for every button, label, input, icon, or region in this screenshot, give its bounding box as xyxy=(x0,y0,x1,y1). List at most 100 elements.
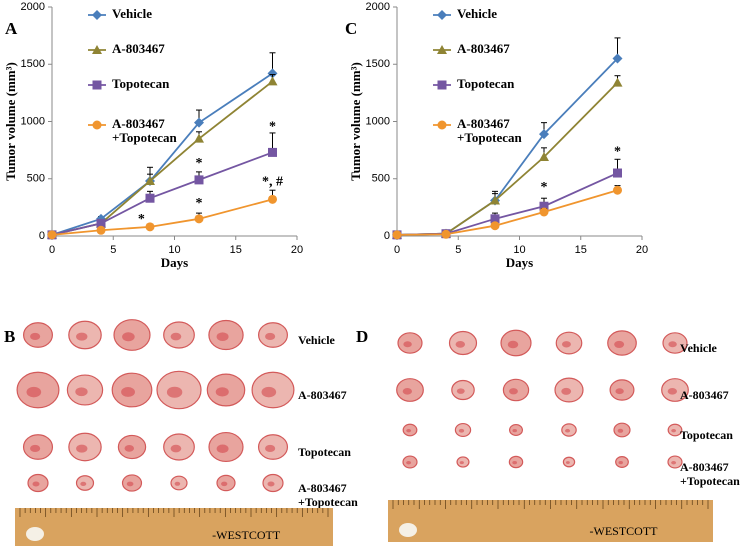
tumor-spot xyxy=(561,387,572,395)
marker xyxy=(539,207,549,217)
marker xyxy=(96,218,106,228)
panel-label: C xyxy=(345,19,357,38)
ruler-brand: -WESTCOTT xyxy=(212,528,281,542)
marker xyxy=(613,168,622,178)
ruler-logo xyxy=(399,523,417,537)
marker xyxy=(612,53,623,64)
ruler-brand: -WESTCOTT xyxy=(590,524,659,538)
tumor-spot xyxy=(170,332,182,341)
marker xyxy=(268,194,277,204)
tumor-spot xyxy=(455,340,466,348)
marker xyxy=(490,221,500,231)
legend-label: A-803467 +Topotecan xyxy=(112,116,177,145)
marker xyxy=(612,77,623,87)
marker xyxy=(437,10,447,20)
tumor-spot xyxy=(512,461,517,465)
x-tick-label: 5 xyxy=(110,244,116,256)
x-tick-label: 15 xyxy=(230,244,242,256)
marker xyxy=(267,76,278,86)
tumor-spot xyxy=(170,444,182,453)
legend-label: Vehicle xyxy=(457,6,497,21)
legend-label: Topotecan xyxy=(457,76,515,91)
tumor-spot xyxy=(565,461,570,464)
marker xyxy=(267,68,278,79)
panel-label: B xyxy=(4,327,15,346)
tumor-spot xyxy=(26,386,42,398)
row-label: Topotecan xyxy=(298,445,351,459)
tumor-spot xyxy=(124,444,135,452)
tumor-spot xyxy=(614,340,625,348)
tumor-spot xyxy=(671,460,677,465)
annotation: * xyxy=(614,145,621,160)
tumor-spot xyxy=(458,428,465,433)
x-axis-label: Days xyxy=(161,255,188,270)
tumor-spot xyxy=(406,460,412,465)
tumor-spot xyxy=(403,341,412,348)
series-line xyxy=(396,172,618,236)
annotation: * xyxy=(196,196,203,211)
panel-label: A xyxy=(5,19,18,38)
tumor-spot xyxy=(80,481,87,486)
y-axis-label: Tumor volume (mm³) xyxy=(3,62,18,181)
marker xyxy=(92,10,102,20)
series-line xyxy=(51,80,274,236)
row-label: A-803467 +Topotecan xyxy=(298,481,358,509)
tumor-spot xyxy=(267,481,275,487)
tumor-spot xyxy=(75,387,88,397)
x-tick-label: 5 xyxy=(455,244,461,256)
row-label: Topotecan xyxy=(680,428,733,442)
x-tick-label: 15 xyxy=(575,244,587,256)
x-tick-label: 20 xyxy=(291,244,303,256)
marker xyxy=(47,230,57,240)
panel-label: D xyxy=(356,327,368,346)
marker xyxy=(613,185,622,195)
legend-label: A-803467 +Topotecan xyxy=(457,116,522,145)
marker xyxy=(92,45,102,54)
tumor-spot xyxy=(121,387,135,397)
tumor-spot xyxy=(671,428,677,433)
marker xyxy=(194,214,204,224)
legend-label: Topotecan xyxy=(112,76,170,91)
tumor-spot xyxy=(565,428,571,433)
tumor-spot xyxy=(30,444,41,453)
tumor-spot xyxy=(122,332,135,342)
series-line xyxy=(396,189,618,236)
x-tick-label: 0 xyxy=(394,244,400,256)
marker xyxy=(268,147,277,157)
legend-label: Vehicle xyxy=(112,6,152,21)
annotation: * xyxy=(541,180,548,195)
marker xyxy=(437,45,447,54)
x-tick-label: 10 xyxy=(168,244,180,256)
marker xyxy=(392,230,402,240)
marker xyxy=(92,120,102,130)
x-tick-label: 10 xyxy=(513,244,525,256)
tumor-spot xyxy=(402,388,412,395)
tumor-spot xyxy=(561,341,571,348)
row-label: A-803467 +Topotecan xyxy=(680,460,740,488)
tumor-spot xyxy=(618,461,623,465)
marker xyxy=(437,120,447,130)
annotation: * xyxy=(269,119,276,134)
tumor-spot xyxy=(456,388,465,394)
y-tick-label: 1000 xyxy=(21,115,45,127)
annotation: * xyxy=(138,212,145,227)
tumor-spot xyxy=(261,386,277,398)
tumor-spot xyxy=(265,444,276,453)
y-tick-label: 500 xyxy=(27,173,45,185)
y-axis-label: Tumor volume (mm³) xyxy=(348,62,363,181)
x-tick-label: 0 xyxy=(49,244,55,256)
tumor-spot xyxy=(76,444,88,453)
marker xyxy=(437,80,447,90)
legend-label: A-803467 xyxy=(457,41,510,56)
marker xyxy=(539,151,549,161)
ruler-logo xyxy=(26,527,44,541)
series-line xyxy=(396,81,619,236)
tumor-spot xyxy=(30,332,41,341)
legend-label: A-803467 xyxy=(112,41,165,56)
marker xyxy=(145,176,155,186)
tumor-spot xyxy=(509,388,518,395)
marker xyxy=(194,175,204,185)
y-tick-label: 0 xyxy=(384,230,390,242)
marker xyxy=(194,133,204,143)
